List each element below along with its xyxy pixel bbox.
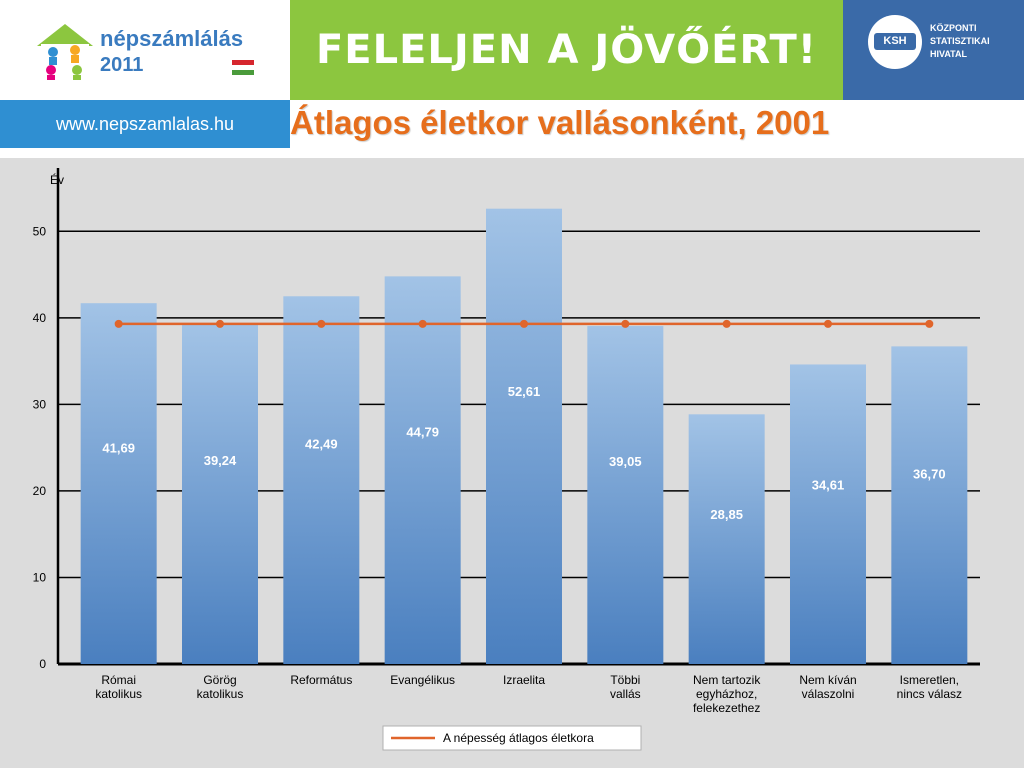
bar — [688, 414, 765, 664]
x-tick-label: nincs válasz — [897, 687, 962, 701]
ksh-name-line: HIVATAL — [930, 49, 967, 59]
x-tick-label: Református — [290, 673, 352, 687]
website-link[interactable]: www.nepszamlalas.hu — [0, 100, 290, 148]
x-tick-label: vallás — [610, 687, 641, 701]
reference-point — [418, 319, 427, 328]
ksh-name-line: KÖZPONTI — [930, 23, 977, 33]
legend-label: A népesség átlagos életkora — [443, 731, 594, 745]
data-label: 52,61 — [508, 384, 541, 399]
bar — [486, 208, 562, 664]
data-label: 36,70 — [913, 466, 946, 481]
reference-point — [722, 319, 731, 328]
y-tick-label: 0 — [39, 657, 46, 671]
y-tick-label: 20 — [33, 484, 47, 498]
data-label: 28,85 — [710, 507, 743, 522]
x-tick-label: katolikus — [197, 687, 244, 701]
data-label: 34,61 — [812, 477, 845, 492]
x-tick-label: Evangélikus — [390, 673, 455, 687]
bar — [283, 296, 360, 664]
bar — [891, 346, 968, 664]
logo-year: 2011 — [100, 54, 144, 76]
y-tick-label: 50 — [33, 224, 47, 238]
ksh-name-line: STATISZTIKAI — [930, 36, 990, 46]
x-tick-label: Ismeretlen, — [900, 673, 959, 687]
bar — [182, 324, 258, 664]
data-label: 42,49 — [305, 436, 338, 451]
reference-point — [114, 319, 123, 328]
x-tick-label: Nem kíván — [799, 673, 856, 687]
data-label: 39,24 — [204, 453, 237, 468]
logo-title: népszámlálás — [100, 26, 244, 51]
x-tick-label: felekezethez — [693, 701, 760, 715]
bar — [587, 326, 664, 664]
ksh-emblem-icon: KSH — [868, 15, 922, 69]
y-tick-label: 30 — [33, 397, 47, 411]
people-house-icon — [37, 24, 93, 80]
banner: népszámlálás 2011 FELELJEN A JÖVŐÉRT! KS… — [0, 0, 1024, 100]
slogan-text: FELELJEN A JÖVŐÉRT! — [315, 27, 818, 73]
x-tick-label: egyházhoz, — [696, 687, 757, 701]
data-label: 44,79 — [406, 424, 439, 439]
x-tick-label: Többi — [610, 673, 640, 687]
x-tick-label: Római — [101, 673, 136, 687]
x-tick-label: válaszolni — [802, 687, 855, 701]
hungarian-flag-icon — [232, 60, 254, 75]
bar — [384, 276, 461, 664]
census-logo[interactable]: népszámlálás 2011 — [0, 0, 290, 100]
x-tick-label: Nem tartozik — [693, 673, 761, 687]
y-axis-label: Év — [50, 172, 64, 187]
reference-point — [824, 319, 832, 328]
bar — [790, 364, 866, 664]
chart-title: Átlagos életkor vallásonként, 2001 — [290, 104, 830, 141]
reference-point — [520, 319, 528, 328]
reference-point — [925, 319, 934, 328]
y-tick-label: 10 — [33, 570, 47, 584]
x-tick-label: katolikus — [95, 687, 142, 701]
x-tick-label: Görög — [203, 673, 236, 687]
y-tick-label: 40 — [33, 311, 47, 325]
slogan-banner: FELELJEN A JÖVŐÉRT! — [290, 0, 843, 100]
ksh-full-name: KÖZPONTI STATISZTIKAI HIVATAL — [930, 22, 1020, 61]
bar — [80, 303, 157, 664]
reference-point — [317, 319, 326, 328]
reference-point — [216, 319, 224, 328]
ksh-abbreviation: KSH — [874, 33, 916, 50]
x-tick-label: Izraelita — [503, 673, 545, 687]
chart-area: Év 0 10 20 30 40 50 41,69 Római katolikus 39,24 Gör… — [0, 158, 1024, 768]
data-label: 39,05 — [609, 454, 642, 469]
data-label: 41,69 — [102, 441, 135, 456]
reference-point — [621, 319, 630, 328]
bar-chart: Év0102030405041,69Rómaikatolikus39,24Gör… — [33, 168, 980, 751]
website-url: www.nepszamlalas.hu — [55, 114, 235, 134]
